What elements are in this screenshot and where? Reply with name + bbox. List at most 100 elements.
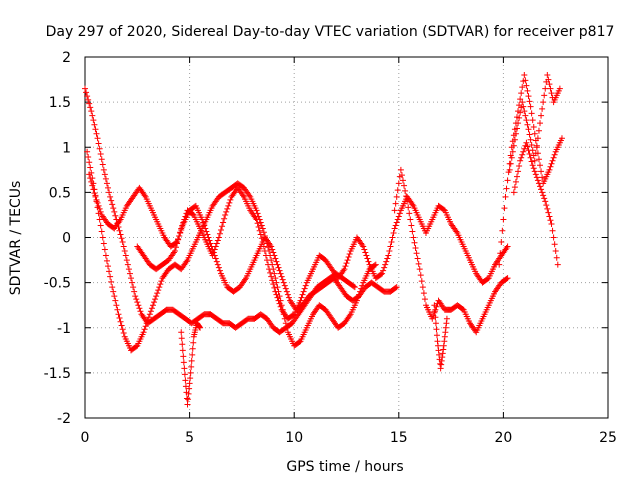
data-point [414,255,421,262]
data-point [176,232,183,239]
data-point [157,281,164,288]
y-tick-label: 1.5 [49,95,71,111]
data-point [521,72,528,79]
data-point [515,120,522,127]
data-point [384,255,391,262]
data-point [202,225,209,232]
data-point [188,357,195,364]
data-point [438,357,445,364]
data-point [97,222,104,229]
data-point [134,299,141,306]
data-point [538,168,545,175]
data-point [90,117,97,124]
data-point [393,219,400,226]
data-point [521,108,528,115]
data-point [433,326,440,333]
data-point [96,205,103,212]
y-tick-label: -2 [57,411,71,427]
data-point [88,108,95,115]
data-point [181,216,188,223]
data-point [131,288,138,295]
data-point [526,131,533,138]
data-point [115,311,122,318]
data-point [440,206,447,213]
data-point [175,236,182,243]
data-point [535,180,542,187]
data-point [542,85,549,92]
series-track-6 [391,166,511,336]
data-point [124,261,131,268]
data-point [277,303,284,310]
data-point [371,262,378,269]
data-point [190,339,197,346]
x-axis-label: GPS time / hours [286,459,403,475]
data-point [362,249,369,256]
data-point [221,215,228,222]
data-point [187,369,194,376]
data-point [257,231,264,238]
data-point [186,380,193,387]
data-point [359,282,366,289]
data-point [258,222,265,229]
data-points [82,72,565,408]
data-point [88,178,95,185]
data-point [274,294,281,301]
data-point [222,211,229,218]
data-point [112,297,119,304]
data-point [92,126,99,133]
data-point [548,160,555,167]
data-point [259,239,266,246]
data-point [522,77,529,84]
data-point [502,193,509,200]
data-point [100,166,107,173]
data-point [542,198,549,205]
data-point [301,285,308,292]
data-point [276,267,283,274]
data-point [518,154,525,161]
data-point [257,219,264,226]
data-point [545,209,552,216]
data-point [439,350,446,357]
data-point [274,284,281,291]
data-point [270,281,277,288]
data-point [128,275,135,282]
data-point [145,314,152,321]
data-point [225,202,232,209]
data-point [513,125,520,132]
data-point [227,196,234,203]
data-point [517,157,524,164]
data-point [265,261,272,268]
data-point [504,275,511,282]
data-point [213,258,220,265]
data-point [106,268,113,275]
data-point [282,285,289,292]
series-track-4 [134,184,511,322]
x-tick-label: 5 [185,430,194,446]
data-point [429,315,436,322]
data-point [532,171,539,178]
data-point [87,175,94,182]
data-point [110,288,117,295]
data-point [515,168,522,175]
data-point [94,135,101,142]
data-point [216,267,223,274]
data-point [267,269,274,276]
data-point [86,159,93,166]
tick-labels: 0 5 10 15 20 25 -2 -1.5 -1 -0.5 0 0.5 1 1.5 2 [44,50,617,446]
data-point [441,333,448,340]
data-point [275,297,282,304]
series-track-8 [496,72,565,268]
data-point [527,136,534,143]
data-point [179,222,186,229]
series-track-5 [178,320,204,408]
data-point [401,182,408,189]
data-point [122,252,129,259]
data-point [350,283,357,290]
data-point [189,345,196,352]
data-point [517,96,524,103]
data-point [85,154,92,161]
data-point [406,210,413,217]
data-point [120,243,127,250]
data-point [399,177,406,184]
